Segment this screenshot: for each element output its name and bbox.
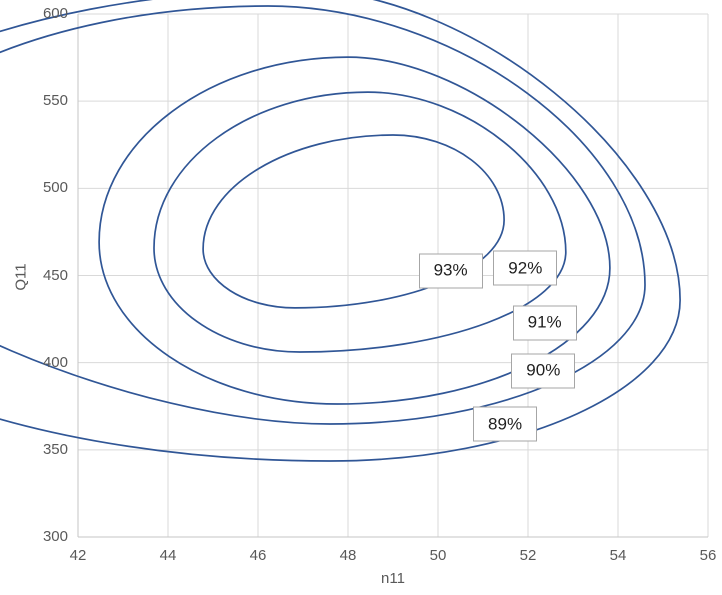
contour-line-92pct <box>153 91 567 353</box>
contour-label-90pct: 90% <box>511 353 576 388</box>
contour-label-93pct: 93% <box>418 253 483 289</box>
x-tick-label-46: 46 <box>249 547 267 564</box>
contour-line-93pct <box>202 134 505 309</box>
y-tick-label-550: 550 <box>42 92 68 110</box>
x-axis-title: n11 <box>381 570 405 587</box>
y-tick-label-500: 500 <box>42 179 68 197</box>
x-tick-label-54: 54 <box>609 547 627 564</box>
y-tick-label-350: 350 <box>42 440 68 458</box>
contour-line-91pct <box>98 56 611 405</box>
x-tick-label-52: 52 <box>519 547 537 564</box>
contour-label-89pct: 89% <box>473 406 538 442</box>
y-tick-label-300: 300 <box>42 528 68 545</box>
x-tick-label-44: 44 <box>159 547 177 564</box>
x-tick-label-48: 48 <box>339 547 357 564</box>
y-tick-label-450: 450 <box>42 266 68 284</box>
x-tick-label-42: 42 <box>69 547 87 564</box>
contour-label-92pct: 92% <box>493 250 558 286</box>
contour-line-89pct <box>0 0 681 462</box>
y-tick-label-400: 400 <box>42 353 68 371</box>
x-tick-label-50: 50 <box>429 547 447 564</box>
contour-label-91pct: 91% <box>512 305 577 341</box>
contour-line-90pct <box>0 5 646 425</box>
y-tick-label-600: 600 <box>42 5 68 22</box>
x-tick-label-56: 56 <box>699 547 717 564</box>
